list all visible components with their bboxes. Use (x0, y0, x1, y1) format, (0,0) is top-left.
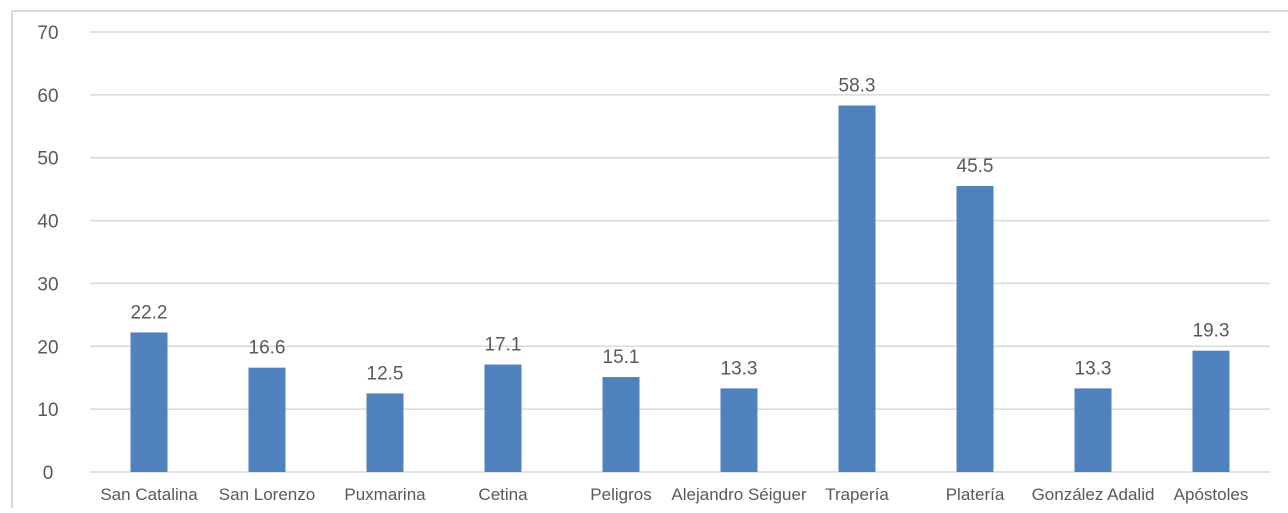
y-tick-label: 0 (43, 463, 54, 484)
category-label: Peligros (590, 485, 651, 504)
bar (484, 364, 522, 472)
data-label: 12.5 (367, 363, 404, 384)
category-label: Platería (946, 485, 1005, 504)
category-label: Cetina (478, 485, 528, 504)
data-label: 45.5 (957, 156, 994, 177)
bar (366, 393, 404, 472)
category-label: San Lorenzo (219, 485, 315, 504)
y-tick-label: 40 (37, 212, 58, 233)
category-label: Apóstoles (1174, 485, 1249, 504)
data-label: 22.2 (131, 302, 168, 323)
bar (1192, 350, 1230, 472)
data-label: 13.3 (721, 358, 758, 379)
data-label: 19.3 (1193, 321, 1230, 342)
data-label: 58.3 (839, 76, 876, 97)
category-label: Alejandro Séiguer (671, 485, 806, 504)
bar (248, 367, 286, 472)
y-tick-label: 50 (37, 149, 58, 170)
category-label: González Adalid (1032, 485, 1155, 504)
y-tick-label: 70 (37, 23, 58, 44)
category-label: Puxmarina (344, 485, 426, 504)
category-label: San Catalina (100, 485, 198, 504)
bar (130, 332, 168, 472)
bar (720, 388, 758, 472)
bar (956, 186, 994, 472)
data-label: 17.1 (485, 335, 522, 356)
data-label: 13.3 (1075, 358, 1112, 379)
bar (838, 105, 876, 473)
bar (1074, 388, 1112, 472)
category-label: Trapería (825, 485, 889, 504)
y-tick-label: 30 (37, 274, 58, 295)
y-tick-label: 20 (37, 337, 58, 358)
y-tick-label: 10 (37, 400, 58, 421)
bar (602, 377, 640, 472)
data-label: 15.1 (603, 347, 640, 368)
y-tick-label: 60 (37, 86, 58, 107)
data-label: 16.6 (249, 338, 286, 359)
